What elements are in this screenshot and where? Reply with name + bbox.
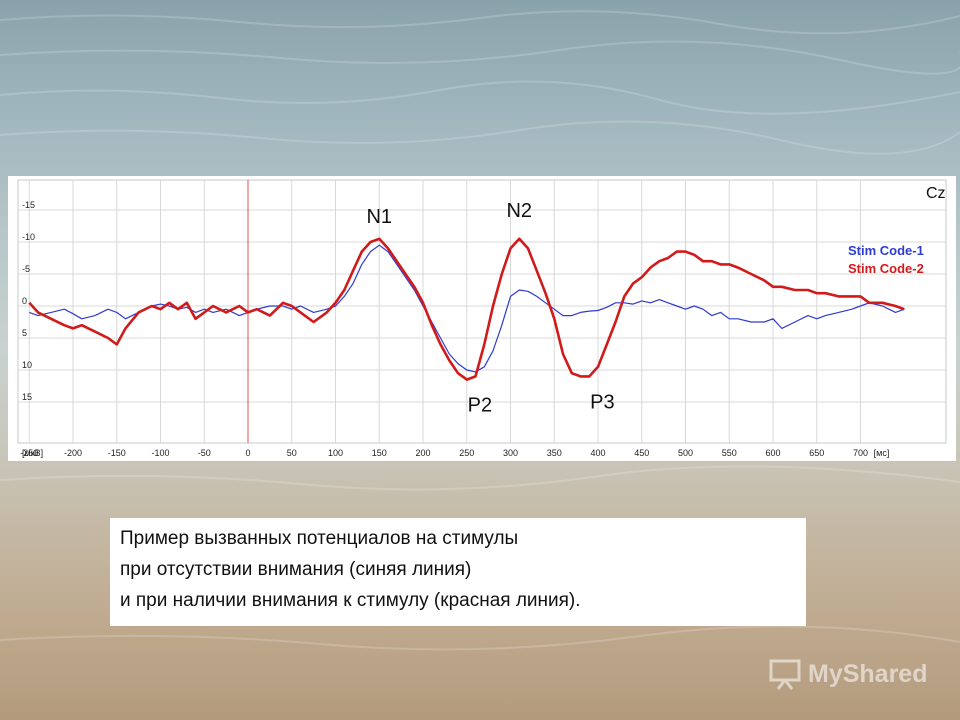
plot-frame <box>17 179 947 444</box>
erp-chart-panel: -250 -200 -150 -100 -50 0 50 100 150 200 250 300 350… <box>8 176 956 461</box>
legend-entry: Stim Code-2 <box>848 261 924 276</box>
x-tick-label: 100 <box>328 448 343 458</box>
series-line-2 <box>28 237 905 381</box>
caption-line: Пример вызванных потенциалов на стимулы <box>120 528 519 549</box>
x-tick-label: -150 <box>108 448 126 458</box>
x-tick-label: 300 <box>503 448 518 458</box>
x-tick-label: -250 <box>20 448 38 458</box>
y-tick-label: 15 <box>22 392 32 402</box>
x-tick-label: 250 <box>459 448 474 458</box>
peak-label: N2 <box>506 200 532 222</box>
y-tick-label: -15 <box>22 200 35 210</box>
watermark-text: MyShared <box>808 659 928 688</box>
channel-label: Cz <box>926 185 946 202</box>
x-tick-label: 600 <box>765 448 780 458</box>
caption-box: Пример вызванных потенциалов на стимулы … <box>110 518 806 626</box>
x-tick-label: 150 <box>372 448 387 458</box>
x-tick-label: 550 <box>722 448 737 458</box>
erp-chart: -250 -200 -150 -100 -50 0 50 100 150 200 250 300 350… <box>17 179 947 458</box>
legend-entry: Stim Code-1 <box>848 243 924 258</box>
y-axis-unit: [мкВ] <box>22 448 43 458</box>
x-tick-label: -200 <box>64 448 82 458</box>
y-tick-label: 10 <box>22 360 32 370</box>
peak-label: P2 <box>468 395 492 417</box>
chart-legend: Stim Code-1 Stim Code-2 <box>848 243 924 276</box>
x-tick-label: 0 <box>245 448 250 458</box>
x-tick-label: -100 <box>151 448 169 458</box>
x-tick-label: -50 <box>198 448 211 458</box>
y-tick-label: 0 <box>22 296 27 306</box>
x-tick-label: 50 <box>287 448 297 458</box>
x-tick-label: 450 <box>634 448 649 458</box>
x-tick-label: 650 <box>809 448 824 458</box>
caption-line: при отсутствии внимания (синяя линия) <box>120 559 472 580</box>
peak-label: N1 <box>366 206 392 228</box>
x-axis-unit: [мс] <box>874 448 890 458</box>
x-tick-label: 700 <box>853 448 868 458</box>
x-tick-label: 500 <box>678 448 693 458</box>
presentation-icon <box>769 659 801 690</box>
x-tick-label: 400 <box>590 448 605 458</box>
x-tick-label: 200 <box>415 448 430 458</box>
caption-line: и при наличии внимания к стимулу (красна… <box>120 590 581 611</box>
y-tick-label: 5 <box>22 328 27 338</box>
x-tick-label: 350 <box>547 448 562 458</box>
watermark: MyShared <box>768 654 927 694</box>
peak-label: P3 <box>590 391 614 413</box>
y-tick-label: -5 <box>22 264 30 274</box>
y-tick-label: -10 <box>22 232 35 242</box>
